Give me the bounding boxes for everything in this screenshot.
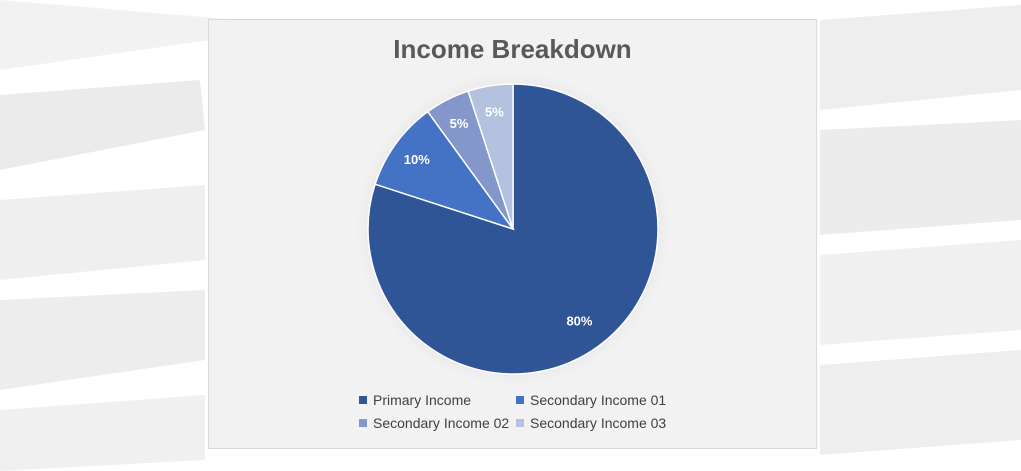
slice-data-label: 5% (485, 105, 504, 120)
pie-chart: 80% 10% 5% 5% (351, 67, 675, 391)
legend-swatch (516, 396, 524, 404)
slice-data-label: 5% (450, 116, 469, 131)
chart-legend: Primary Income Secondary Income 01 Seconda… (359, 392, 689, 431)
legend-swatch (359, 396, 367, 404)
legend-swatch (359, 419, 367, 427)
slice-data-label: 10% (404, 152, 430, 167)
legend-label: Secondary Income 03 (530, 415, 667, 431)
legend-label: Primary Income (373, 392, 472, 408)
legend-item: Secondary Income 03 (516, 415, 676, 431)
pie-slice (374, 110, 515, 231)
chart-title: Income Breakdown (393, 34, 632, 64)
legend-label: Secondary Income 01 (530, 392, 667, 408)
legend-item: Secondary Income 01 (516, 392, 676, 408)
legend-item: Secondary Income 02 (359, 415, 516, 431)
legend-item: Primary Income (359, 392, 516, 408)
chart-area: Income Breakdown 80% 10% 5% 5% Primary Inco… (208, 19, 817, 449)
pie-slice (467, 83, 514, 230)
legend-label: Secondary Income 02 (373, 415, 510, 431)
slice-data-label: 80% (566, 313, 592, 328)
legend-swatch (516, 419, 524, 427)
